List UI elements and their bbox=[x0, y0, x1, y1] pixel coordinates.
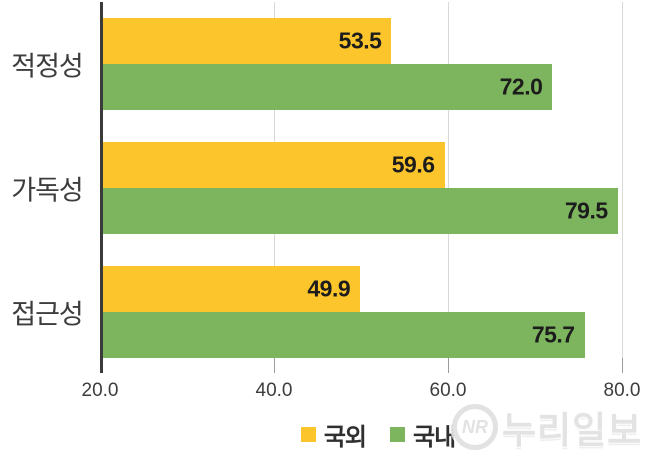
plot-area: 53.5 72.0 59.6 79.5 49.9 75.7 bbox=[100, 2, 656, 373]
category-label: 적정성 bbox=[11, 51, 84, 82]
bar-국외-가독성: 59.6 bbox=[103, 142, 445, 188]
chart-legend: 국외 국내 bbox=[100, 417, 656, 451]
legend-swatch-icon bbox=[390, 426, 405, 442]
bar-value-label: 75.7 bbox=[531, 321, 575, 348]
bar-국내-가독성: 79.5 bbox=[103, 188, 618, 234]
legend-label: 국내 bbox=[413, 423, 456, 451]
x-tick-label: 40.0 bbox=[255, 380, 293, 401]
bar-value-label: 53.5 bbox=[338, 27, 382, 54]
legend-swatch-icon bbox=[300, 426, 316, 442]
gridline bbox=[622, 2, 623, 373]
x-axis-tick-labels: 20.0 40.0 60.0 80.0 bbox=[0, 380, 656, 404]
bar-국내-접근성: 75.7 bbox=[103, 312, 585, 358]
bar-국외-적정성: 53.5 bbox=[103, 18, 392, 64]
gridline bbox=[448, 2, 449, 373]
bar-value-label: 49.9 bbox=[307, 275, 351, 302]
x-tick-label: 20.0 bbox=[81, 380, 119, 401]
category-label: 접근성 bbox=[11, 299, 84, 330]
bar-국외-접근성: 49.9 bbox=[103, 266, 361, 312]
axis-tick-mark bbox=[274, 358, 275, 373]
axis-tick-mark bbox=[622, 358, 623, 373]
bar-value-label: 59.6 bbox=[391, 151, 435, 178]
legend-label: 국외 bbox=[323, 423, 367, 451]
x-tick-label: 80.0 bbox=[603, 380, 641, 401]
axis-tick-mark bbox=[448, 358, 449, 373]
legend-item-국내: 국내 bbox=[390, 417, 456, 452]
x-tick-label: 60.0 bbox=[429, 380, 467, 401]
legend-item-국외: 국외 bbox=[300, 417, 367, 452]
bar-value-label: 79.5 bbox=[564, 197, 608, 224]
bar-국내-적정성: 72.0 bbox=[103, 64, 553, 110]
category-label: 가독성 bbox=[11, 175, 84, 206]
bar-value-label: 72.0 bbox=[499, 73, 543, 100]
y-axis-line bbox=[100, 2, 103, 373]
